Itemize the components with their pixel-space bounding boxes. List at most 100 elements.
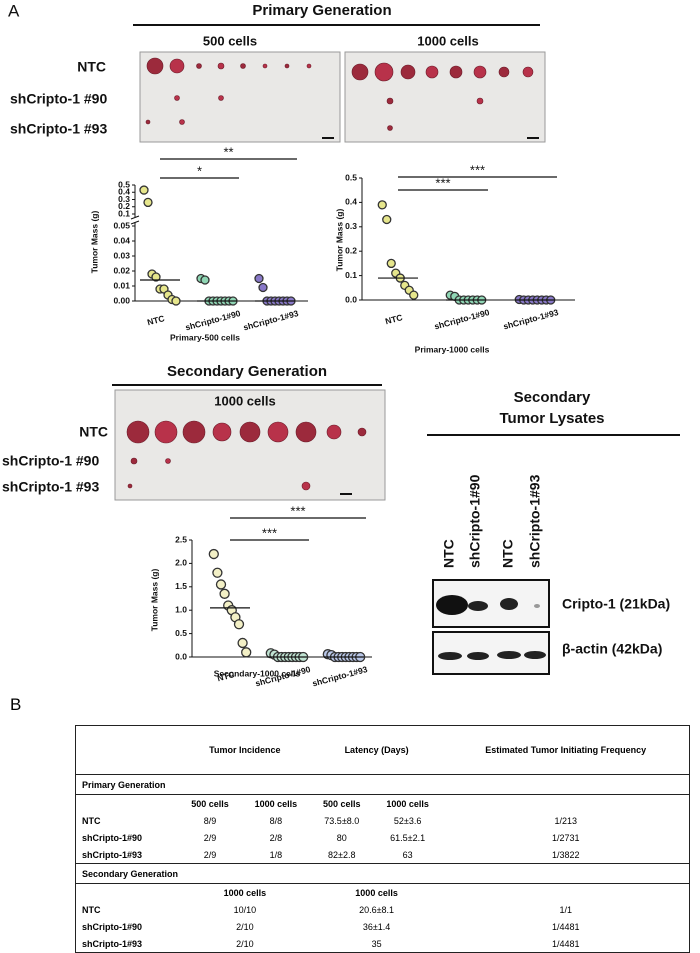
y-tick-label: 0.1 (118, 208, 130, 218)
panel-label: B (10, 695, 22, 714)
figure-panel-a: A Primary Generation 500 cells 1000 cell… (2, 1, 680, 688)
subheader-cell: 1000 cells (386, 798, 429, 809)
table-cell: 82±2.8 (328, 849, 356, 860)
subheader-cell (76, 795, 179, 813)
significance-label: * (197, 163, 202, 178)
table-cell: 10/10 (233, 904, 257, 915)
x-tick-label: NTC (146, 313, 165, 327)
lane-label: shCripto-1#93 (527, 474, 543, 568)
table-cell: 1/3822 (551, 849, 580, 860)
x-tick-label: shCripto-1#90 (433, 307, 491, 331)
tumor (387, 125, 393, 131)
table-cell: 36±1.4 (362, 921, 391, 932)
row-label: shCripto-1#93 (82, 938, 143, 949)
table-cell: 1/4481 (551, 921, 580, 932)
table-cell: 63 (402, 849, 413, 860)
significance-label: *** (470, 162, 485, 177)
data-point (208, 548, 219, 560)
lane-label: NTC (441, 539, 457, 568)
y-tick-label: 0.4 (118, 187, 130, 197)
subheader-cell: 1000 cells (223, 887, 267, 898)
y-axis-title: Tumor Mass (g) (89, 211, 99, 274)
table-cell: 8/9 (203, 815, 217, 826)
tumor (473, 65, 487, 79)
significance-label: ** (223, 144, 233, 159)
table-row: NTC 8/9 8/8 73.5±8.0 52±3.6 1/213 (76, 812, 689, 829)
subheader-cell (76, 884, 179, 902)
blot-band (436, 595, 468, 615)
header-cell: Latency (Days) (344, 745, 409, 755)
tumor (357, 427, 367, 437)
significance-label: *** (435, 175, 450, 190)
row-label: shCripto-1#90 (82, 832, 143, 843)
table-cell: 1/213 (554, 815, 577, 826)
x-tick-label: shCripto-1#93 (502, 307, 560, 331)
axis-break (130, 215, 140, 225)
tumor (301, 481, 311, 491)
data-point (254, 273, 264, 284)
tumor (217, 62, 225, 70)
tumor (400, 64, 416, 80)
band-label: β-actin (42kDa) (562, 641, 662, 657)
y-tick-label: 1.0 (175, 604, 187, 614)
subheader-cell (442, 884, 689, 902)
row-label: shCripto-1 #90 (10, 91, 107, 107)
y-tick-label: 0.1 (345, 270, 357, 280)
row-label: NTC (79, 424, 108, 440)
header-row: Tumor Incidence Latency (Days) Estimated T… (76, 726, 689, 775)
table-cell: 61.5±2.1 (390, 832, 426, 843)
table-cell: 1/8 (269, 849, 283, 860)
section-row: Primary Generation (76, 774, 689, 795)
data-point (215, 579, 227, 590)
tumor (425, 65, 439, 79)
section-row: Secondary Generation (76, 863, 689, 884)
lane-label: shCripto-1#90 (467, 474, 483, 568)
data-point (258, 282, 268, 293)
tumor (165, 458, 171, 464)
summary-table: Tumor Incidence Latency (Days) Estimated T… (75, 725, 690, 953)
data-point (212, 567, 223, 578)
tumor (212, 422, 232, 442)
tumor (196, 63, 202, 69)
subheader-row: 1000 cells 1000 cells (76, 884, 689, 902)
tumor (267, 421, 289, 443)
subheader-row: 500 cells 1000 cells 500 cells 1000 cells (76, 795, 689, 813)
tumor (130, 457, 138, 465)
section-title: Secondary Generation (167, 363, 327, 380)
tumor (284, 63, 290, 69)
x-axis-title: Primary-500 cells (170, 332, 240, 342)
blot-band (438, 652, 462, 660)
y-tick-label: 0.2 (118, 201, 130, 211)
y-tick-label: 0.5 (118, 179, 130, 189)
x-axis-title: Secondary-1000 cells (214, 668, 301, 678)
table-cell: 1/1 (559, 904, 572, 915)
row-label: shCripto-1 #90 (2, 453, 99, 469)
tumor (154, 420, 178, 444)
data-point (233, 619, 245, 630)
table: Tumor Incidence Latency (Days) Estimated T… (76, 726, 689, 952)
y-tick-label: 0.0 (345, 294, 357, 304)
y-tick-label: 0.5 (345, 172, 357, 182)
data-point (377, 200, 387, 210)
y-tick-label: 0.03 (113, 250, 130, 260)
photo-title: 1000 cells (417, 33, 478, 48)
y-tick-label: 0.3 (118, 194, 130, 204)
tumor (306, 63, 312, 69)
blot-band (467, 652, 489, 660)
blot-title: Secondary (514, 389, 591, 406)
tumor (351, 63, 369, 81)
table-cell: 2/10 (236, 921, 254, 932)
blot-band (500, 598, 518, 610)
subheader-cell: 1000 cells (355, 887, 398, 898)
tumor (179, 119, 185, 125)
table-body: Tumor Incidence Latency (Days) Estimated T… (76, 726, 689, 952)
header-cell: Tumor Incidence (209, 745, 281, 755)
header-cell (76, 726, 179, 775)
y-tick-label: 0.2 (345, 245, 357, 255)
table-cell: 35 (371, 938, 382, 949)
table-row: shCripto-1#90 2/9 2/8 80 61.5±2.1 1/2731 (76, 829, 689, 846)
x-tick-label: NTC (216, 669, 235, 683)
table-cell: 1/2731 (551, 832, 580, 843)
data-point (200, 275, 210, 285)
